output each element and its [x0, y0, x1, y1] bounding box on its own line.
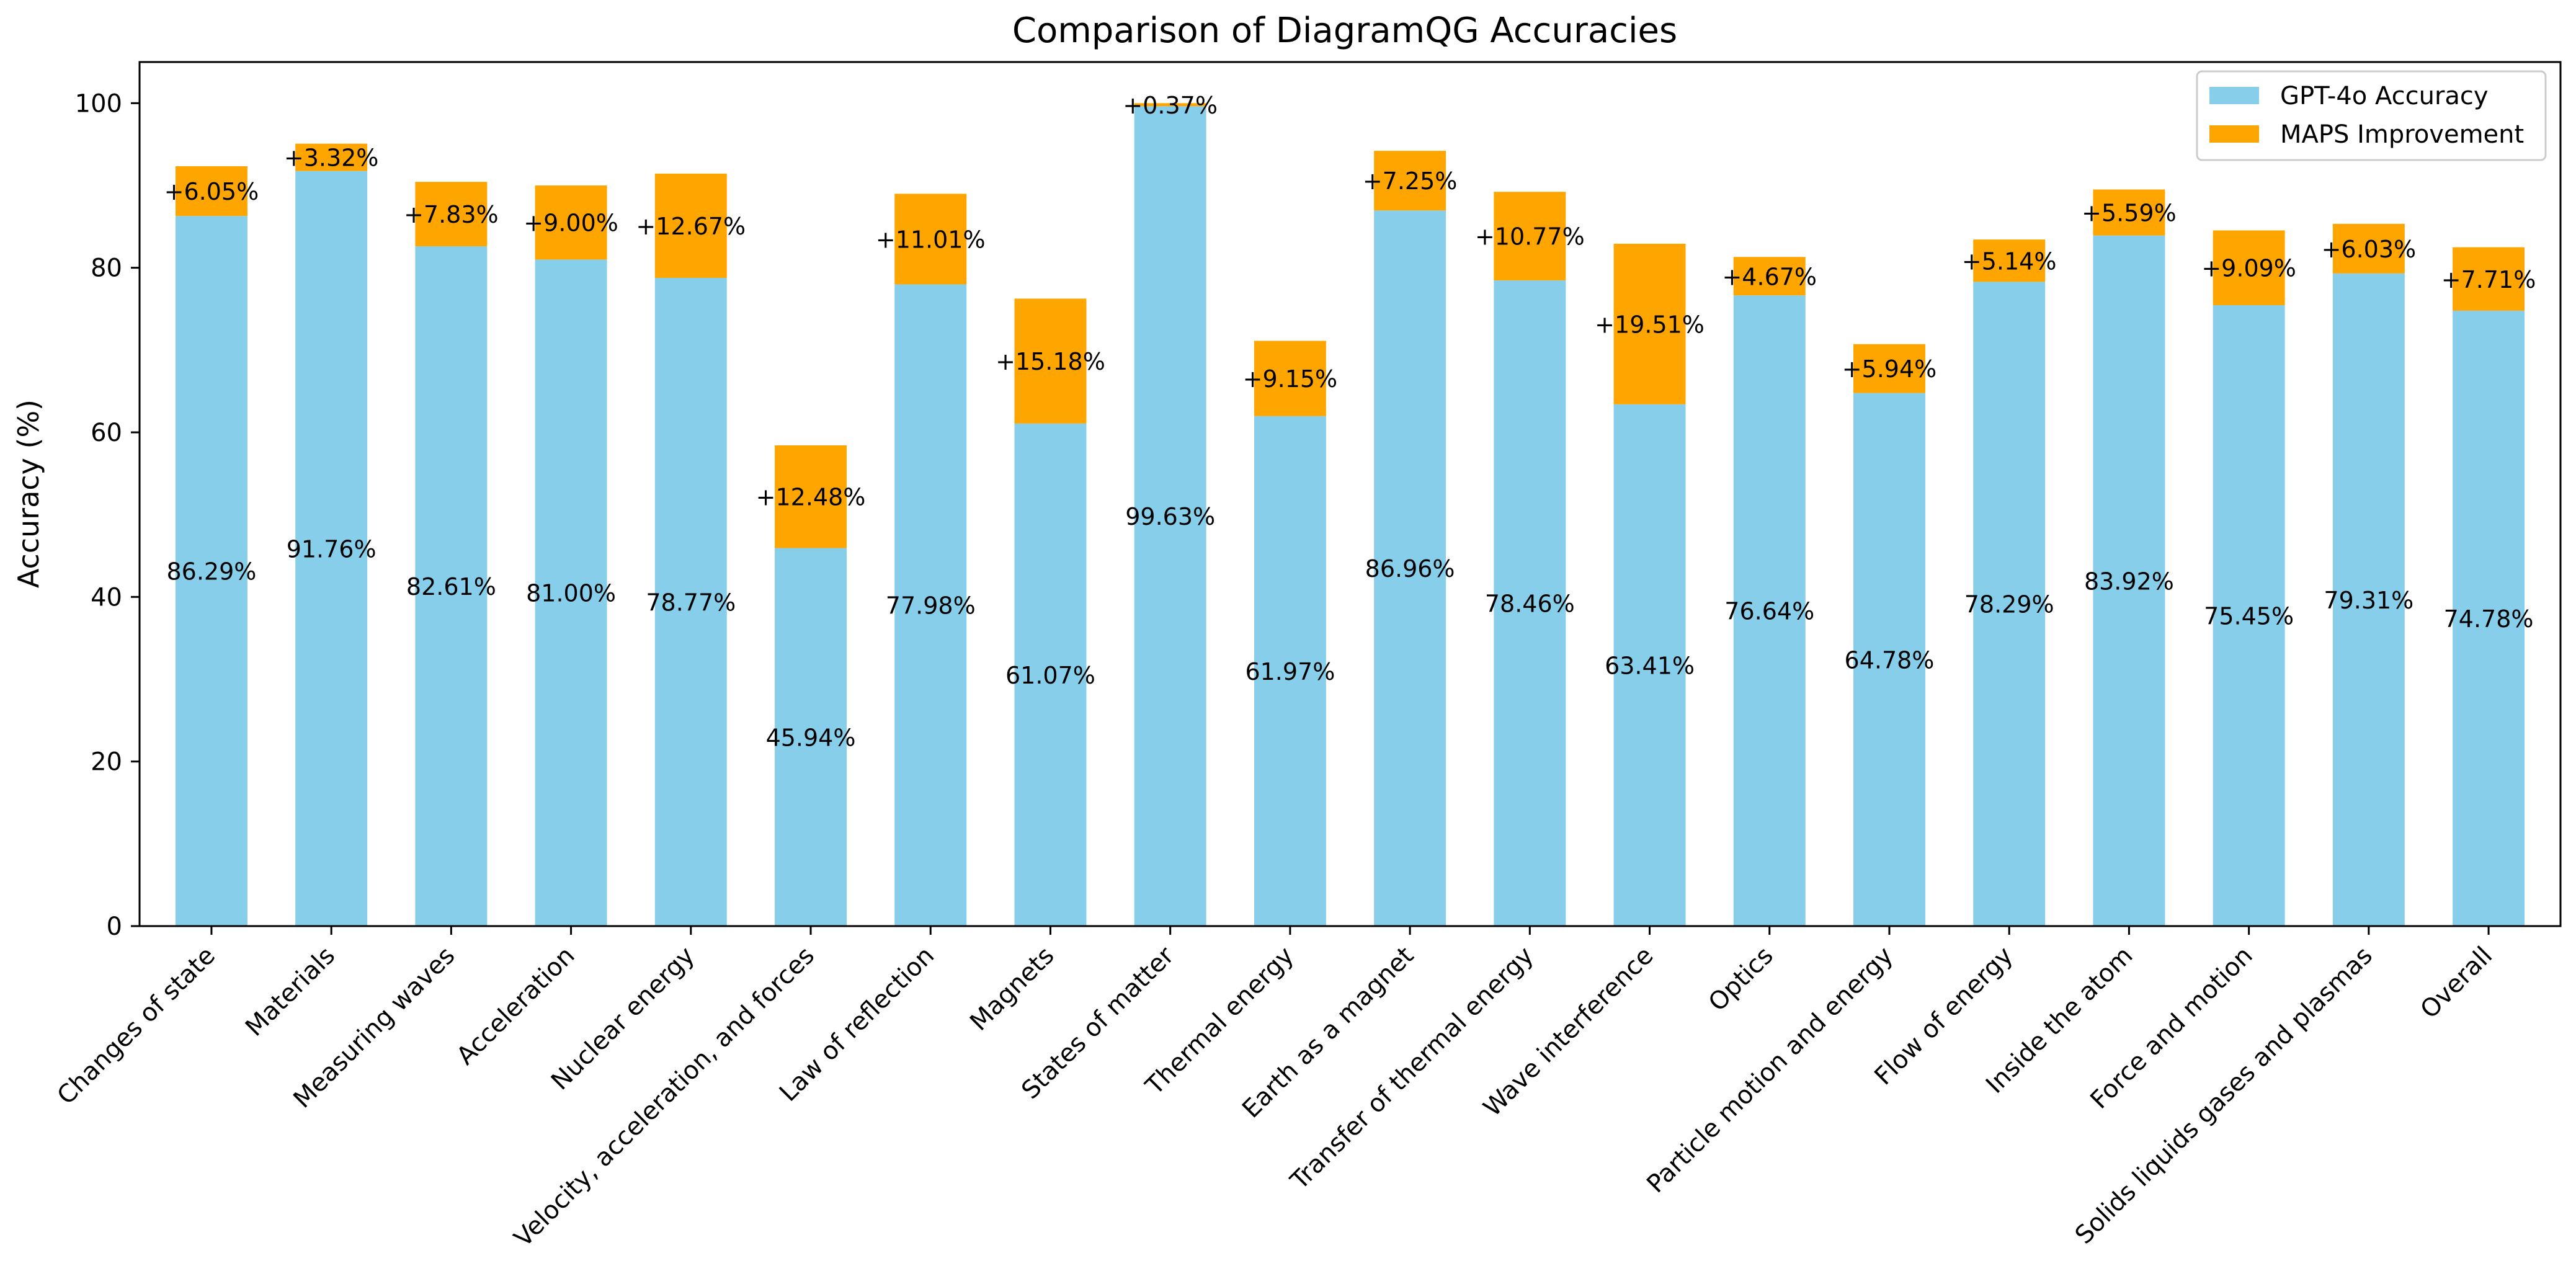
bar-label-maps: +10.77%: [1475, 223, 1585, 251]
bar-label-gpt4o: 78.29%: [1964, 591, 2054, 618]
bar-gpt4o-accuracy: [2332, 273, 2405, 926]
bar-label-gpt4o: 63.41%: [1605, 652, 1695, 679]
bar-label-maps: +12.48%: [756, 484, 866, 511]
bar-maps-improvement: [894, 194, 967, 285]
bar-maps-improvement: [1613, 243, 1686, 404]
legend-label-maps: MAPS Improvement: [2280, 120, 2524, 149]
bar-label-gpt4o: 45.94%: [766, 724, 856, 751]
bar-maps-improvement: [1134, 103, 1206, 107]
bar-gpt4o-accuracy: [1973, 282, 2046, 926]
bar-maps-improvement: [2213, 230, 2285, 306]
bar-label-maps: +9.09%: [2201, 255, 2296, 282]
bar-label-gpt4o: 75.45%: [2204, 603, 2294, 630]
bar-maps-improvement: [1733, 257, 1806, 296]
y-axis-label: Accuracy (%): [12, 399, 45, 588]
bar-label-gpt4o: 86.29%: [166, 558, 256, 586]
y-tick-label: 60: [91, 419, 122, 447]
bar-gpt4o-accuracy: [1254, 416, 1326, 926]
bar-maps-improvement: [1494, 192, 1566, 281]
bar-maps-improvement: [175, 166, 247, 216]
bar-label-maps: +5.59%: [2082, 200, 2177, 227]
bar-gpt4o-accuracy: [2453, 310, 2525, 926]
bar-label-gpt4o: 83.92%: [2084, 568, 2174, 595]
bar-label-gpt4o: 76.64%: [1724, 598, 1814, 625]
bar-label-gpt4o: 86.96%: [1365, 555, 1455, 582]
legend-swatch-gpt4o: [2209, 87, 2259, 104]
bar-label-maps: +9.00%: [524, 210, 618, 237]
y-tick-label: 0: [107, 912, 122, 941]
bar-label-maps: +3.32%: [284, 145, 379, 172]
bar-maps-improvement: [2332, 223, 2405, 274]
bar-gpt4o-accuracy: [775, 548, 847, 926]
bar-gpt4o-accuracy: [654, 277, 727, 927]
bar-label-gpt4o: 79.31%: [2324, 587, 2413, 614]
bar-maps-improvement: [295, 143, 368, 171]
bar-gpt4o-accuracy: [415, 246, 488, 927]
bar-label-maps: +7.71%: [2441, 266, 2536, 293]
bar-gpt4o-accuracy: [535, 259, 607, 926]
legend-swatch-maps: [2209, 125, 2259, 143]
bar-label-maps: +5.94%: [1842, 355, 1937, 383]
bar-maps-improvement: [1973, 239, 2046, 282]
bar-label-gpt4o: 91.76%: [287, 535, 377, 563]
bar-gpt4o-accuracy: [2213, 305, 2285, 926]
plot-frame: [138, 61, 2562, 927]
bar-label-maps: +7.25%: [1363, 167, 1458, 195]
bar-gpt4o-accuracy: [1853, 393, 1925, 926]
bar-label-gpt4o: 61.97%: [1245, 658, 1335, 685]
bar-gpt4o-accuracy: [1134, 106, 1206, 927]
bar-gpt4o-accuracy: [1733, 295, 1806, 926]
y-tick-label: 40: [91, 583, 122, 612]
bars-layer: [175, 103, 2525, 927]
bar-label-maps: +6.05%: [164, 178, 259, 205]
bar-gpt4o-accuracy: [894, 284, 967, 926]
bar-maps-improvement: [775, 445, 847, 548]
bar-gpt4o-accuracy: [295, 171, 368, 927]
bar-label-gpt4o: 78.46%: [1485, 591, 1575, 618]
bar-label-gpt4o: 81.00%: [526, 580, 616, 607]
y-tick-label: 80: [91, 254, 122, 283]
bar-gpt4o-accuracy: [1613, 404, 1686, 926]
bar-maps-improvement: [654, 173, 727, 278]
bar-label-gpt4o: 64.78%: [1845, 646, 1935, 674]
legend: GPT-4o Accuracy MAPS Improvement: [2196, 70, 2547, 161]
bar-label-maps: +15.18%: [996, 348, 1105, 375]
bar-maps-improvement: [415, 182, 488, 247]
bar-label-maps: +6.03%: [2322, 236, 2417, 263]
bar-label-gpt4o: 78.77%: [646, 589, 736, 616]
bar-maps-improvement: [1853, 344, 1925, 393]
bar-gpt4o-accuracy: [175, 216, 247, 926]
bar-label-gpt4o: 74.78%: [2444, 605, 2534, 633]
bar-gpt4o-accuracy: [2093, 235, 2165, 926]
bar-gpt4o-accuracy: [1494, 280, 1566, 927]
bar-gpt4o-accuracy: [1374, 210, 1446, 926]
bar-label-maps: +4.67%: [1722, 263, 1817, 290]
y-tick-label: 100: [75, 89, 122, 118]
bar-label-gpt4o: 99.63%: [1125, 503, 1215, 530]
bar-label-maps: +11.01%: [876, 226, 986, 253]
bar-maps-improvement: [1254, 341, 1326, 416]
bar-label-gpt4o: 77.98%: [886, 592, 976, 620]
bar-maps-improvement: [535, 185, 607, 260]
bar-gpt4o-accuracy: [1014, 423, 1087, 926]
bar-maps-improvement: [1374, 151, 1446, 211]
bar-label-maps: +9.15%: [1243, 365, 1338, 393]
legend-frame: [2196, 70, 2547, 161]
y-tick-label: 20: [91, 748, 122, 777]
bar-label-maps: +12.67%: [636, 213, 746, 240]
bar-label-maps: +7.83%: [404, 201, 499, 228]
legend-label-gpt4o: GPT-4o Accuracy: [2280, 82, 2489, 110]
chart-title: Comparison of DiagramQG Accuracies: [1012, 11, 1677, 51]
bar-label-maps: +0.37%: [1123, 92, 1218, 119]
bar-label-maps: +5.14%: [1962, 247, 2057, 275]
bar-label-gpt4o: 82.61%: [406, 573, 496, 600]
bar-maps-improvement: [1014, 298, 1087, 424]
bar-label-maps: +19.51%: [1595, 311, 1705, 338]
bar-label-gpt4o: 61.07%: [1005, 662, 1095, 689]
bar-labels-layer: 86.29% +6.05% 91.76% +3.32% 82.61% +7.83% 81.0…: [164, 92, 2536, 751]
bar-maps-improvement: [2453, 247, 2525, 311]
bar-maps-improvement: [2093, 189, 2165, 236]
